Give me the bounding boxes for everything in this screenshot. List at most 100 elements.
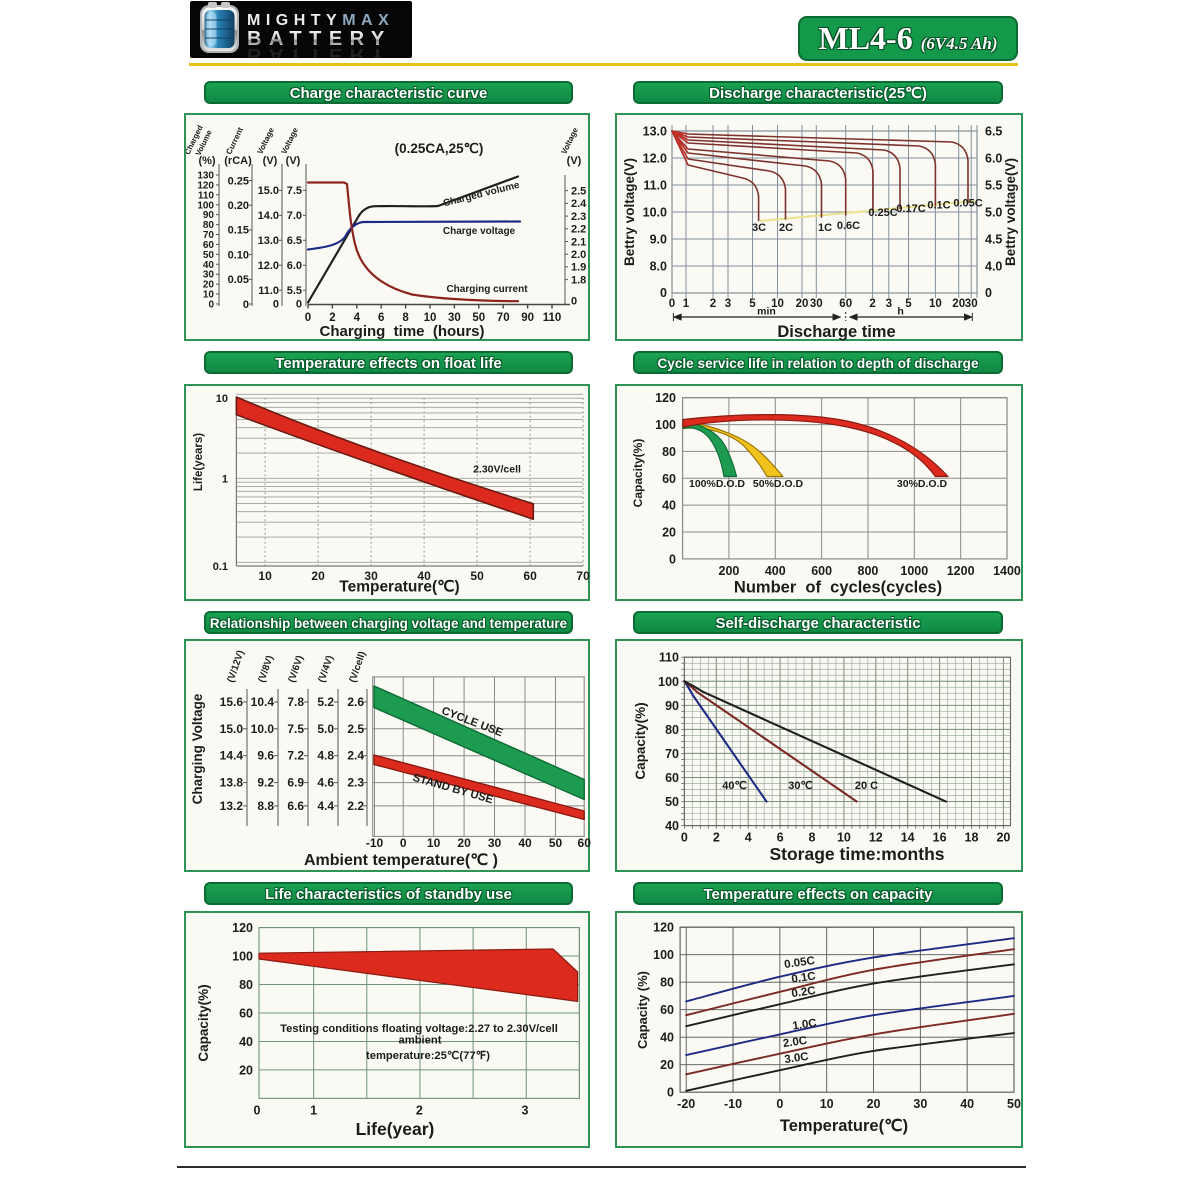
svg-text:1.8: 1.8 bbox=[571, 274, 586, 286]
svg-text:h: h bbox=[897, 305, 903, 317]
svg-text:30℃: 30℃ bbox=[788, 780, 813, 792]
svg-text:(V/6V): (V/6V) bbox=[286, 654, 305, 684]
svg-text:0.05: 0.05 bbox=[228, 274, 249, 286]
svg-text:7.5: 7.5 bbox=[287, 185, 302, 197]
svg-text:2.4: 2.4 bbox=[571, 198, 587, 210]
svg-text:BATTERY: BATTERY bbox=[247, 44, 392, 58]
svg-text:100: 100 bbox=[658, 675, 679, 689]
svg-text:60: 60 bbox=[660, 1003, 674, 1017]
svg-text:5.0: 5.0 bbox=[985, 205, 1002, 219]
svg-text:50: 50 bbox=[470, 569, 484, 583]
svg-text:10: 10 bbox=[820, 1097, 834, 1111]
svg-text:30: 30 bbox=[913, 1097, 927, 1111]
svg-text:20: 20 bbox=[239, 1063, 253, 1077]
svg-text:0: 0 bbox=[571, 295, 577, 307]
svg-text:3: 3 bbox=[725, 298, 731, 310]
svg-text:4.0: 4.0 bbox=[985, 259, 1002, 273]
svg-text:Voltage: Voltage bbox=[280, 125, 301, 155]
svg-text:9.6: 9.6 bbox=[257, 749, 274, 763]
svg-text:20: 20 bbox=[952, 298, 965, 310]
svg-text:-10: -10 bbox=[366, 836, 384, 850]
svg-text:30: 30 bbox=[965, 298, 978, 310]
svg-text:0: 0 bbox=[669, 298, 675, 310]
svg-text:100%D.O.D: 100%D.O.D bbox=[689, 478, 745, 490]
svg-text:6: 6 bbox=[777, 831, 784, 845]
svg-text:14.4: 14.4 bbox=[220, 749, 244, 763]
svg-text:0.25C: 0.25C bbox=[868, 207, 897, 219]
svg-text:1.9: 1.9 bbox=[571, 261, 586, 273]
svg-text:3: 3 bbox=[886, 298, 892, 310]
svg-text:4.6: 4.6 bbox=[317, 776, 334, 790]
svg-text:40: 40 bbox=[518, 836, 532, 850]
svg-text:2.5: 2.5 bbox=[347, 722, 364, 736]
svg-text:2: 2 bbox=[869, 298, 875, 310]
svg-text:Temperature(℃): Temperature(℃) bbox=[780, 1117, 908, 1135]
svg-text:10: 10 bbox=[427, 836, 441, 850]
svg-text:7.5: 7.5 bbox=[287, 722, 304, 736]
svg-text:-10: -10 bbox=[724, 1097, 742, 1111]
svg-text:40: 40 bbox=[665, 819, 679, 833]
svg-text:80: 80 bbox=[665, 723, 679, 737]
svg-text:15.6: 15.6 bbox=[220, 695, 244, 709]
svg-text:200: 200 bbox=[719, 563, 740, 577]
svg-text:9.2: 9.2 bbox=[257, 776, 274, 790]
svg-text:Charging current: Charging current bbox=[446, 284, 528, 295]
svg-text:2: 2 bbox=[329, 312, 335, 324]
svg-text:2.1: 2.1 bbox=[571, 236, 586, 248]
svg-text:0.1: 0.1 bbox=[213, 561, 228, 573]
svg-text:70: 70 bbox=[203, 230, 215, 241]
svg-text:120: 120 bbox=[232, 921, 253, 935]
svg-text:2.2: 2.2 bbox=[347, 799, 364, 813]
svg-text:2.0C: 2.0C bbox=[782, 1035, 808, 1050]
svg-text:Number of cycles(cycles): Number of cycles(cycles) bbox=[734, 578, 942, 596]
svg-text:15.0: 15.0 bbox=[258, 185, 279, 197]
svg-text:6.9: 6.9 bbox=[287, 776, 304, 790]
svg-text:10: 10 bbox=[258, 569, 272, 583]
svg-text:6.6: 6.6 bbox=[287, 799, 304, 813]
svg-text:7.0: 7.0 bbox=[287, 210, 302, 222]
svg-text:14: 14 bbox=[901, 831, 915, 845]
svg-text:6.5: 6.5 bbox=[287, 235, 302, 247]
svg-text:9.0: 9.0 bbox=[650, 232, 667, 246]
svg-text:0: 0 bbox=[681, 831, 688, 845]
svg-text:0.05C: 0.05C bbox=[784, 955, 816, 971]
svg-text:0: 0 bbox=[400, 836, 407, 850]
svg-text:(rCA): (rCA) bbox=[224, 155, 252, 167]
svg-text:4.8: 4.8 bbox=[317, 749, 334, 763]
svg-text:0: 0 bbox=[296, 298, 302, 310]
svg-text:0: 0 bbox=[776, 1097, 783, 1111]
svg-text:13.0: 13.0 bbox=[643, 124, 667, 138]
svg-text:120: 120 bbox=[655, 391, 676, 405]
svg-text:Capacity(%): Capacity(%) bbox=[633, 702, 648, 779]
svg-text:Life(year): Life(year) bbox=[356, 1119, 435, 1139]
svg-text:6.0: 6.0 bbox=[287, 260, 302, 272]
svg-text:13.8: 13.8 bbox=[220, 776, 244, 790]
svg-text:MIGHTYMAX: MIGHTYMAX bbox=[247, 12, 394, 29]
svg-text:Charging Voltage: Charging Voltage bbox=[190, 693, 205, 804]
svg-text:0.15: 0.15 bbox=[228, 224, 249, 236]
svg-text:2.3: 2.3 bbox=[571, 210, 586, 222]
svg-text:60: 60 bbox=[662, 471, 676, 485]
svg-text:2C: 2C bbox=[779, 222, 793, 234]
svg-text:8: 8 bbox=[402, 312, 409, 324]
svg-text:100: 100 bbox=[197, 200, 214, 211]
svg-text:30: 30 bbox=[488, 836, 502, 850]
svg-text:Charging time (hours): Charging time (hours) bbox=[320, 323, 485, 340]
svg-text:2.4: 2.4 bbox=[347, 749, 364, 763]
svg-text:6: 6 bbox=[378, 312, 384, 324]
svg-text:8.8: 8.8 bbox=[257, 799, 274, 813]
svg-text:600: 600 bbox=[811, 563, 832, 577]
svg-text:70: 70 bbox=[576, 569, 590, 583]
svg-text:70: 70 bbox=[665, 747, 679, 761]
svg-text:-20: -20 bbox=[677, 1097, 695, 1111]
svg-text:20: 20 bbox=[867, 1097, 881, 1111]
svg-text:14.0: 14.0 bbox=[258, 210, 279, 222]
svg-text:1200: 1200 bbox=[947, 563, 975, 577]
svg-text:6.0: 6.0 bbox=[985, 151, 1002, 165]
svg-text:Charged volume: Charged volume bbox=[442, 179, 521, 209]
svg-text:0: 0 bbox=[254, 1104, 261, 1118]
svg-text:20: 20 bbox=[457, 836, 471, 850]
svg-text:110: 110 bbox=[659, 651, 679, 665]
svg-text:11.0: 11.0 bbox=[258, 285, 279, 297]
svg-text:100: 100 bbox=[655, 418, 676, 432]
